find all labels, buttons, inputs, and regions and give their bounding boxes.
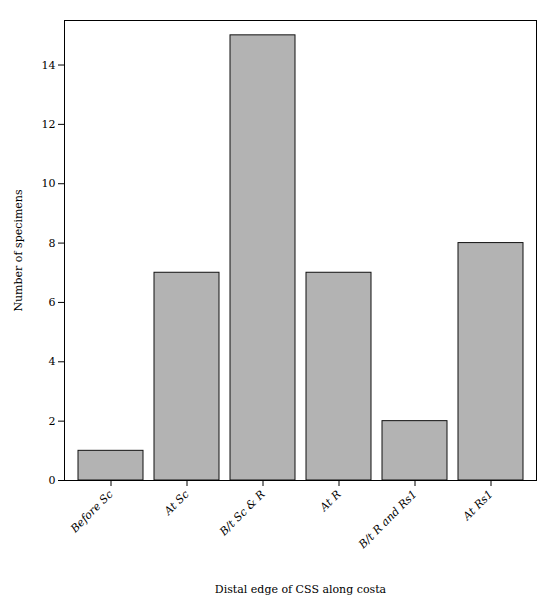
svg-text:At R: At R	[317, 488, 344, 515]
svg-text:At Rs1: At Rs1	[460, 488, 496, 524]
svg-text:8: 8	[49, 237, 56, 250]
svg-text:10: 10	[42, 177, 56, 190]
svg-text:B/t Sc & R: B/t Sc & R	[216, 488, 267, 539]
svg-text:Distal edge of CSS along costa: Distal edge of CSS along costa	[215, 583, 387, 596]
svg-text:12: 12	[42, 118, 56, 131]
svg-text:B/t R and Rs1: B/t R and Rs1	[356, 488, 420, 552]
svg-text:At Sc: At Sc	[161, 488, 192, 519]
svg-text:2: 2	[49, 415, 56, 428]
svg-text:0: 0	[49, 474, 56, 487]
svg-text:Before Sc: Before Sc	[67, 488, 115, 536]
svg-text:Number of specimens: Number of specimens	[12, 189, 25, 312]
svg-text:6: 6	[49, 296, 56, 309]
svg-text:4: 4	[49, 355, 56, 368]
svg-text:14: 14	[42, 59, 56, 72]
